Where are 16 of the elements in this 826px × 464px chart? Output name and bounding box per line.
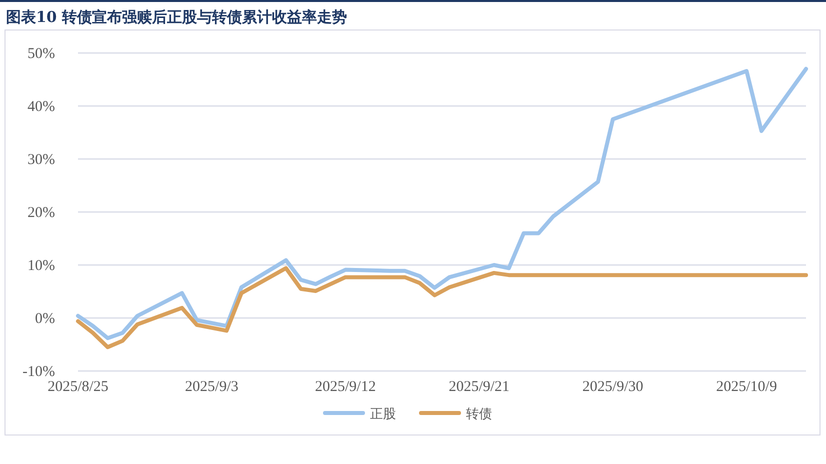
x-tick-label: 2025/9/30 — [582, 379, 644, 395]
x-tick-label: 2025/9/21 — [448, 379, 510, 395]
y-tick-label: 50% — [28, 46, 55, 62]
y-tick-label: 30% — [28, 152, 55, 168]
x-tick-label: 2025/8/25 — [48, 379, 108, 395]
x-tick-label: 2025/9/12 — [315, 379, 376, 395]
y-tick-label: 20% — [28, 205, 55, 221]
y-tick-label: 0% — [35, 311, 55, 327]
legend-label: 正股 — [370, 407, 396, 422]
x-tick-label: 2025/9/3 — [185, 379, 238, 395]
legend-label: 转债 — [466, 407, 492, 422]
chart-title: 图表10 转债宣布强赎后正股与转债累计收益率走势 — [6, 8, 348, 26]
x-tick-label: 2025/10/9 — [716, 379, 777, 395]
y-tick-label: 40% — [28, 99, 55, 115]
y-tick-label: 10% — [28, 258, 55, 274]
y-tick-label: -10% — [22, 364, 55, 380]
